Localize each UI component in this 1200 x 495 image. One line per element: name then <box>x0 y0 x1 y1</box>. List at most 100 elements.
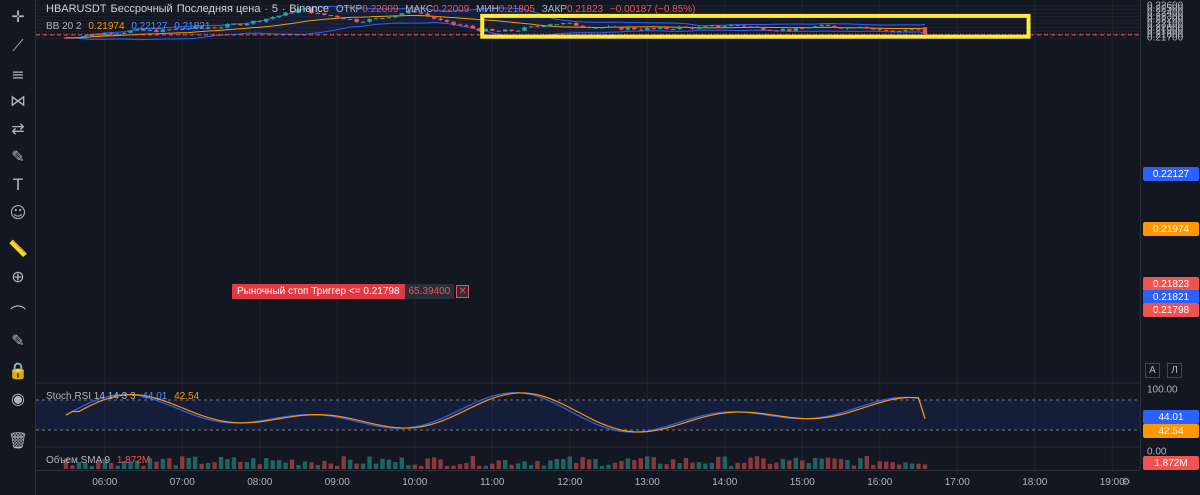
cancel-order-button[interactable]: ✕ <box>456 285 470 298</box>
settings-icon[interactable]: ⚙ <box>1121 477 1131 488</box>
candle-body <box>283 12 288 16</box>
candle-body <box>167 29 172 31</box>
volume-bar <box>903 462 908 469</box>
volume-bar <box>102 458 107 469</box>
trash-icon[interactable]: 🗑 <box>7 430 29 450</box>
stoch-legend[interactable]: Stoch RSI 14 14 3 3 44.01 42.54 <box>46 391 203 402</box>
volume-bar <box>696 462 702 469</box>
emoji-icon[interactable]: ☺ <box>9 202 27 222</box>
volume-bar <box>554 458 560 469</box>
volume-bar <box>496 460 501 469</box>
candle-body <box>457 24 463 26</box>
volume-bar <box>225 459 230 469</box>
volume-bar <box>819 458 824 469</box>
candle-body <box>722 26 727 28</box>
volume-bar <box>354 463 359 469</box>
volume-bar <box>315 465 321 469</box>
bb-basis-line <box>65 15 925 39</box>
candle-body <box>851 27 857 29</box>
candle-body <box>483 28 488 32</box>
candle-body <box>276 15 282 18</box>
candle-body <box>677 26 682 30</box>
volume-bar <box>632 460 637 469</box>
candle-body <box>761 27 766 31</box>
volume-bar <box>858 458 863 469</box>
candle-body <box>302 8 308 10</box>
candle-body <box>212 27 217 29</box>
candle-body <box>612 26 618 28</box>
stop-order-label[interactable]: Рыночный стоп Триггер <= 0.21798 65.3940… <box>232 284 470 299</box>
volume-bar <box>483 465 488 469</box>
volume-bar <box>322 460 327 469</box>
candle-body <box>380 17 385 19</box>
candle-body <box>490 28 495 31</box>
trend-line-icon[interactable]: ⟋ <box>12 36 24 55</box>
volume-bar <box>109 462 114 469</box>
volume-bar <box>231 457 237 469</box>
candle-body <box>509 29 514 31</box>
fib-icon[interactable]: ≡ <box>11 64 25 84</box>
volume-bar <box>128 461 133 469</box>
chart-canvas[interactable] <box>36 0 1140 470</box>
symbol-name[interactable]: HBARUSDT <box>46 3 107 15</box>
auto-scale-button[interactable]: A <box>1145 363 1160 378</box>
candle-body <box>599 27 605 29</box>
ruler-icon[interactable]: 📏 <box>8 238 28 258</box>
candle-body <box>806 27 811 29</box>
candle-body <box>670 29 676 31</box>
open-value: 0.22009 <box>362 4 399 15</box>
volume-bar <box>70 465 75 469</box>
candle-body <box>141 29 146 31</box>
log-scale-button[interactable]: Л <box>1167 363 1182 378</box>
volume-bar <box>199 463 204 469</box>
candle-body <box>877 29 882 31</box>
brush-icon[interactable]: ✎ <box>11 146 25 166</box>
candle-body <box>580 25 585 27</box>
candle-body <box>858 26 863 29</box>
bb-legend[interactable]: BB 20 2 0.21974 0.22127 0.21821 <box>46 21 214 32</box>
zoom-in-icon[interactable]: ⊕ <box>11 266 25 286</box>
candle-body <box>864 26 870 29</box>
interval[interactable]: 5 <box>271 3 278 15</box>
candle-body <box>63 37 69 39</box>
stop-order-amount[interactable]: 65.39400 <box>404 284 455 299</box>
volume-bar <box>729 465 734 469</box>
candle-body <box>535 26 540 28</box>
volume-bar <box>341 456 346 469</box>
stop-order-text[interactable]: Рыночный стоп Триггер <= 0.21798 <box>232 284 405 299</box>
candle-body <box>922 27 928 35</box>
symbol-type: Бессрочный <box>110 3 173 15</box>
candle-body <box>192 26 198 29</box>
price-tick: 0.21800 <box>1147 29 1184 41</box>
volume-bar <box>412 464 417 469</box>
time-axis[interactable]: 06:00 07:00 08:00 09:00 10:00 11:00 12:00 13:00… <box>36 470 1140 495</box>
pattern-icon[interactable]: ⋈ <box>10 90 26 110</box>
price-tick: 0.21900 <box>1147 25 1184 37</box>
volume-bar <box>670 459 676 469</box>
volume-bar <box>619 460 624 469</box>
volume-bar <box>470 456 476 469</box>
text-icon[interactable]: T <box>13 174 23 194</box>
lock-drawing-icon[interactable]: ✎ <box>11 330 25 350</box>
volume-legend[interactable]: Объем SMA 9 1.872M <box>46 455 154 466</box>
candle-body <box>496 30 501 32</box>
volume-bar <box>289 459 295 469</box>
lock-icon[interactable]: 🔒 <box>8 360 28 380</box>
volume-bar <box>812 457 818 469</box>
bb-basis-value: 0.21974 <box>88 21 125 32</box>
bb-upper-badge: 0.22127 <box>1143 167 1199 181</box>
volume-bar <box>657 463 663 469</box>
symbol-legend[interactable]: HBARUSDT Бессрочный Последняя цена · 5 · Binan… <box>46 3 696 15</box>
chart-pane[interactable]: HBARUSDT Бессрочный Последняя цена · 5 · Binan… <box>36 0 1140 470</box>
volume-bar <box>761 458 766 469</box>
candle-body <box>619 26 624 30</box>
volume-bar <box>851 465 857 469</box>
eye-icon[interactable]: ◉ <box>11 388 25 408</box>
volume-bar <box>909 463 915 469</box>
projection-icon[interactable]: ⇄ <box>11 118 25 138</box>
magnet-icon[interactable]: ⌒ <box>9 304 26 323</box>
price-scale[interactable]: 0.22600 0.22500 0.22400 0.22300 0.22200 0.221… <box>1140 0 1200 470</box>
volume-bar <box>302 461 308 469</box>
crosshair-icon[interactable]: ✛ <box>11 6 25 26</box>
volume-value: 1.872M <box>116 455 151 466</box>
